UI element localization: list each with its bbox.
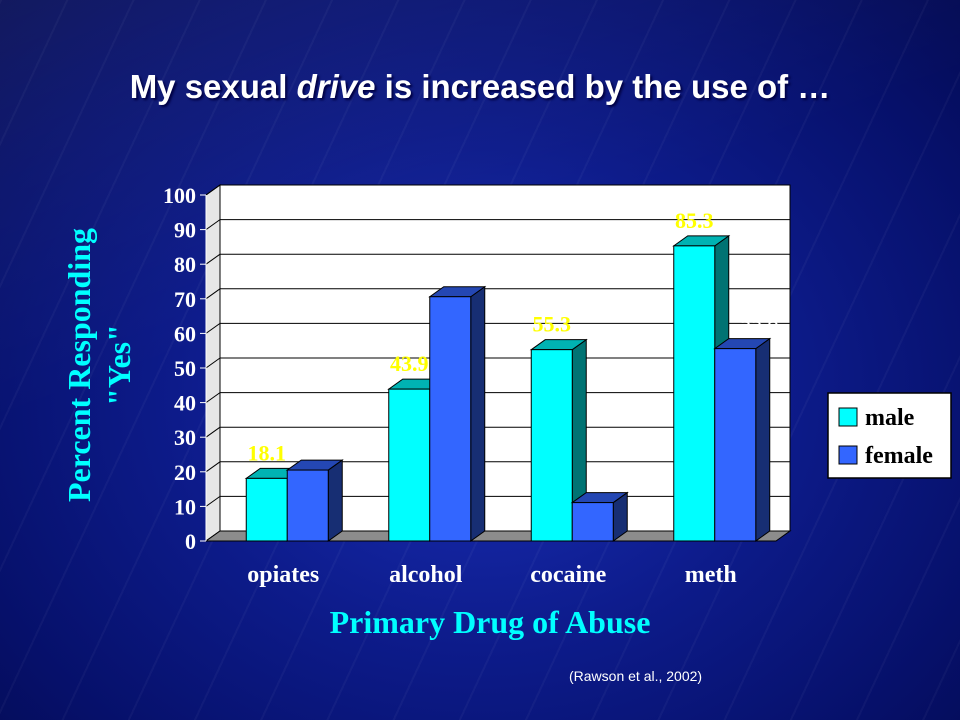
y-tick-label: 80 — [174, 252, 196, 277]
value-label-male-alcohol: 43.9 — [390, 351, 429, 376]
y-tick-label: 0 — [185, 529, 196, 554]
gridline-side — [205, 184, 221, 196]
gridline-side — [205, 461, 221, 473]
y-tick-label: 50 — [174, 356, 196, 381]
bar-front — [286, 469, 329, 542]
y-tick-label: 40 — [174, 391, 196, 416]
gridline-side — [205, 288, 221, 300]
bar-front — [388, 388, 431, 542]
bars-group — [244, 234, 772, 542]
legend-swatch-male — [838, 407, 858, 427]
x-tick-label-alcohol: alcohol — [389, 562, 463, 588]
y-axis-title-line-1: Percent Responding — [61, 228, 97, 502]
gridline-side — [205, 392, 221, 404]
value-label-female-opiates: 20.5 — [313, 432, 352, 457]
legend-label-male: male — [865, 405, 915, 431]
legend-label-female: female — [865, 443, 933, 469]
x-tick-label-meth: meth — [685, 562, 737, 588]
title-part-1: My sexual — [129, 68, 297, 105]
value-label-male-opiates: 18.1 — [248, 440, 287, 465]
bar-female-cocaine — [570, 491, 629, 542]
gridline-side — [205, 426, 221, 438]
bar-female-alcohol — [428, 285, 487, 542]
x-axis-ticks: opiates alcohol cocaine meth — [247, 562, 736, 588]
chart-legend: male female — [827, 392, 952, 479]
bar-front — [571, 502, 614, 542]
y-axis-ticks: 0 10 20 30 40 50 60 70 80 90 100 — [163, 183, 207, 554]
gridline-side — [205, 357, 221, 369]
value-labels-group: 18.1 43.9 55.3 85.3 20.5 70.6 11.1 55.6 — [248, 208, 779, 490]
x-axis-title: Primary Drug of Abuse — [330, 604, 651, 640]
bar-side — [470, 285, 486, 542]
bar-side — [755, 337, 771, 542]
y-tick-label: 70 — [174, 287, 196, 312]
value-label-male-cocaine: 55.3 — [533, 312, 572, 337]
bar-front — [673, 245, 716, 542]
y-tick-label: 60 — [174, 321, 196, 346]
bar-front — [245, 477, 288, 542]
gridline-side — [205, 219, 221, 231]
bar-female-opiates — [285, 459, 344, 542]
y-tick-label: 90 — [174, 218, 196, 243]
y-tick-label: 30 — [174, 425, 196, 450]
y-tick-label: 100 — [163, 183, 196, 208]
y-axis-title-line-2: "Yes" — [101, 324, 137, 406]
slide-title: My sexual drive is increased by the use … — [0, 68, 960, 106]
title-part-2: is increased by the use of … — [375, 68, 831, 105]
y-tick-label: 10 — [174, 494, 196, 519]
value-label-female-alcohol: 70.6 — [455, 259, 494, 284]
axis-titles: Primary Drug of Abuse Percent Responding "… — [61, 228, 650, 640]
bar-female-meth — [713, 337, 772, 542]
value-label-female-cocaine: 11.1 — [598, 465, 636, 490]
bar-front — [429, 296, 472, 542]
value-label-male-meth: 85.3 — [675, 208, 714, 233]
title-emphasis: drive — [296, 68, 376, 105]
citation: (Rawson et al., 2002) — [569, 668, 703, 684]
bar-side — [327, 459, 343, 542]
gridline-side — [205, 253, 221, 265]
gridline-side — [205, 495, 221, 507]
value-label-female-meth: 55.6 — [740, 311, 779, 336]
y-tick-label: 20 — [174, 460, 196, 485]
x-tick-label-opiates: opiates — [247, 562, 319, 588]
legend-swatch-female — [838, 445, 858, 465]
bar-front — [714, 348, 757, 542]
gridline-side — [205, 322, 221, 334]
bar-male-cocaine — [529, 338, 588, 542]
bar-front — [530, 349, 573, 542]
x-tick-label-cocaine: cocaine — [530, 562, 606, 588]
y-axis-title: Percent Responding "Yes" — [61, 228, 137, 502]
